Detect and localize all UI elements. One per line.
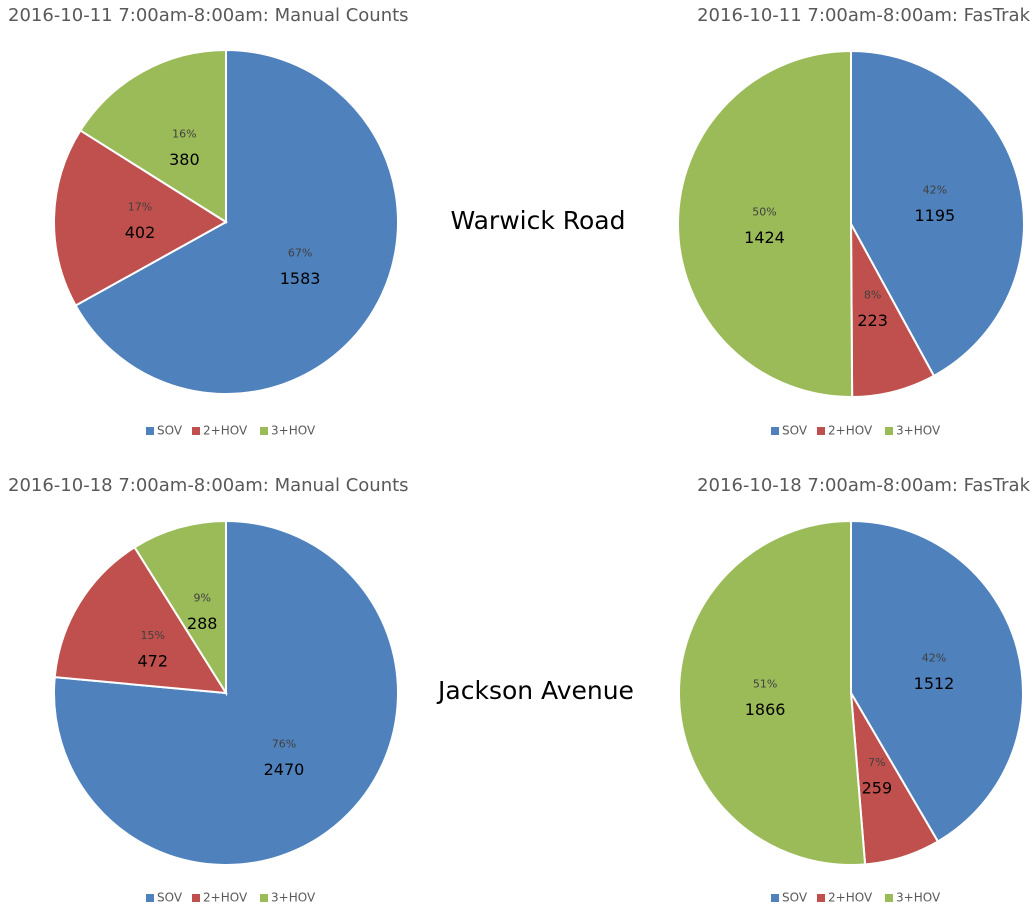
legend-label: 2+HOV: [828, 424, 873, 438]
legend-label: 2+HOV: [203, 891, 248, 905]
percent-label: 8%: [864, 289, 881, 302]
percent-label: 15%: [141, 629, 165, 642]
pie-slice: [850, 49, 1025, 378]
legend-swatch: [260, 894, 268, 902]
data-label: 1424: [744, 228, 785, 247]
percent-label: 76%: [272, 738, 296, 751]
data-label: 2470: [264, 760, 305, 779]
legend-label: 2+HOV: [203, 424, 248, 438]
data-label: 402: [125, 223, 156, 242]
data-label: 259: [862, 779, 893, 798]
legend-label: 3+HOV: [896, 424, 941, 438]
percent-label: 50%: [752, 205, 776, 218]
legend-label: SOV: [782, 891, 808, 905]
legend-swatch: [260, 427, 268, 435]
chart-title: 2016-10-11 7:00am-8:00am: Manual Counts: [8, 5, 409, 26]
location-label: Jackson Avenue: [436, 676, 634, 705]
data-label: 1583: [280, 269, 321, 288]
pie-slice: [74, 48, 399, 395]
legend-swatch: [817, 894, 825, 902]
legend-swatch: [771, 427, 779, 435]
legend-swatch: [146, 427, 154, 435]
legend-label: 2+HOV: [828, 891, 873, 905]
legend-label: SOV: [157, 424, 183, 438]
legend-label: 3+HOV: [271, 424, 316, 438]
percent-label: 42%: [923, 184, 947, 197]
legend-label: SOV: [157, 891, 183, 905]
percent-label: 17%: [128, 201, 152, 214]
pie-slice: [676, 49, 854, 398]
legend-swatch: [192, 427, 200, 435]
percent-label: 16%: [172, 128, 196, 141]
data-label: 223: [857, 311, 888, 330]
pie-slice: [53, 129, 228, 307]
legend-swatch: [885, 427, 893, 435]
percent-label: 67%: [288, 247, 312, 260]
legend-swatch: [885, 894, 893, 902]
legend-label: 3+HOV: [896, 891, 941, 905]
percent-label: 51%: [753, 678, 777, 691]
legend-swatch: [817, 427, 825, 435]
data-label: 288: [187, 614, 218, 633]
data-label: 1512: [914, 674, 955, 693]
legend-swatch: [771, 894, 779, 902]
data-label: 380: [169, 150, 200, 169]
legend-label: SOV: [782, 424, 808, 438]
data-label: 472: [137, 651, 168, 670]
percent-label: 7%: [868, 756, 885, 769]
chart-title: 2016-10-18 7:00am-8:00am: Manual Counts: [8, 475, 409, 496]
data-label: 1195: [914, 206, 955, 225]
percent-label: 42%: [922, 651, 946, 664]
data-label: 1866: [745, 700, 786, 719]
legend-label: 3+HOV: [271, 891, 316, 905]
chart-title: 2016-10-11 7:00am-8:00am: FasTrak: [697, 5, 1030, 26]
pie-slice: [53, 545, 228, 695]
pie-slice: [79, 48, 227, 224]
pie-slice: [133, 519, 227, 697]
legend-swatch: [192, 894, 200, 902]
legend-swatch: [146, 894, 154, 902]
chart-title: 2016-10-18 7:00am-8:00am: FasTrak: [697, 475, 1030, 496]
percent-label: 9%: [193, 591, 210, 604]
pie-slice: [850, 519, 1024, 843]
pie-slice: [678, 519, 867, 866]
location-label: Warwick Road: [450, 206, 625, 235]
